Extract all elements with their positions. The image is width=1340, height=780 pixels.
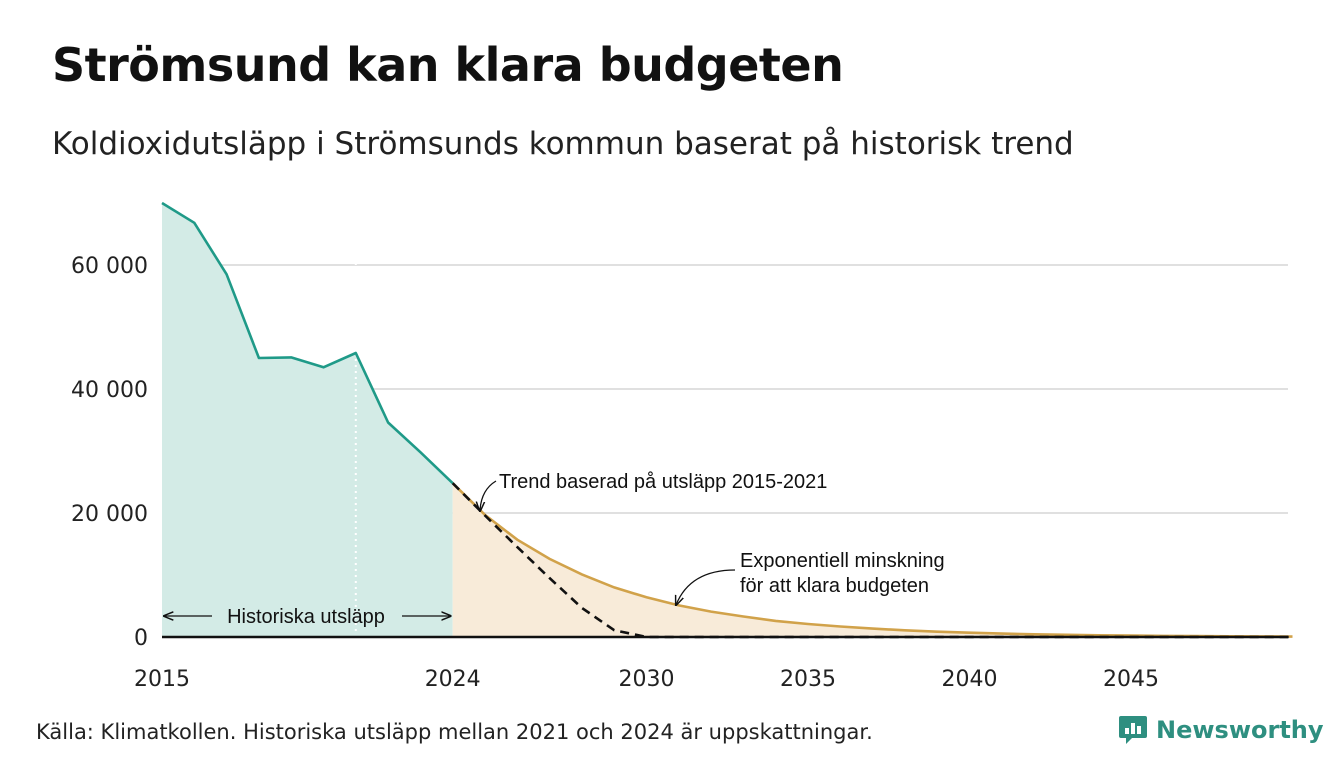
chart-subtitle: Koldioxidutsläpp i Strömsunds kommun bas…: [52, 126, 1074, 162]
y-tick-label: 40 000: [71, 378, 148, 403]
brand-name: Newsworthy: [1156, 716, 1324, 744]
chart-title: Strömsund kan klara budgeten: [52, 38, 844, 92]
budget-area: [452, 483, 1293, 637]
y-tick-label: 60 000: [71, 254, 148, 279]
annotation-budget-line1: Exponentiell minskning: [740, 550, 945, 572]
annotation-budget-line2: för att klara budgeten: [740, 575, 929, 597]
y-tick-label: 20 000: [71, 502, 148, 527]
historical-line: [161, 201, 454, 485]
area-layer: [162, 203, 1293, 637]
x-tick-label: 2024: [425, 667, 481, 692]
axis-layer: 0 20 000 40 000 60 000 2015 2024 2030 2035 2040 2…: [71, 254, 1288, 692]
source-note: Källa: Klimatkollen. Historiska utsläpp …: [36, 720, 873, 744]
brand-logo: Newsworthy: [1118, 714, 1324, 746]
historical-area: [162, 203, 453, 637]
y-tick-label: 0: [134, 626, 148, 651]
budget-arrow: [676, 569, 736, 605]
x-tick-label: 2015: [134, 667, 190, 692]
annotation-trend: Trend baserad på utsläpp 2015-2021: [499, 471, 827, 493]
x-tick-label: 2040: [942, 667, 998, 692]
newsworthy-icon: [1119, 716, 1147, 744]
x-tick-label: 2035: [780, 667, 836, 692]
x-tick-label: 2030: [619, 667, 675, 692]
emissions-chart: 0 20 000 40 000 60 000 2015 2024 2030 2035 2040 2…: [71, 201, 1293, 692]
annotations: Historiska utsläpp Trend baserad på utsl…: [164, 471, 945, 628]
x-tick-label: 2045: [1103, 667, 1159, 692]
annotation-historical: Historiska utsläpp: [227, 606, 385, 628]
trend-arrow: [480, 480, 497, 511]
